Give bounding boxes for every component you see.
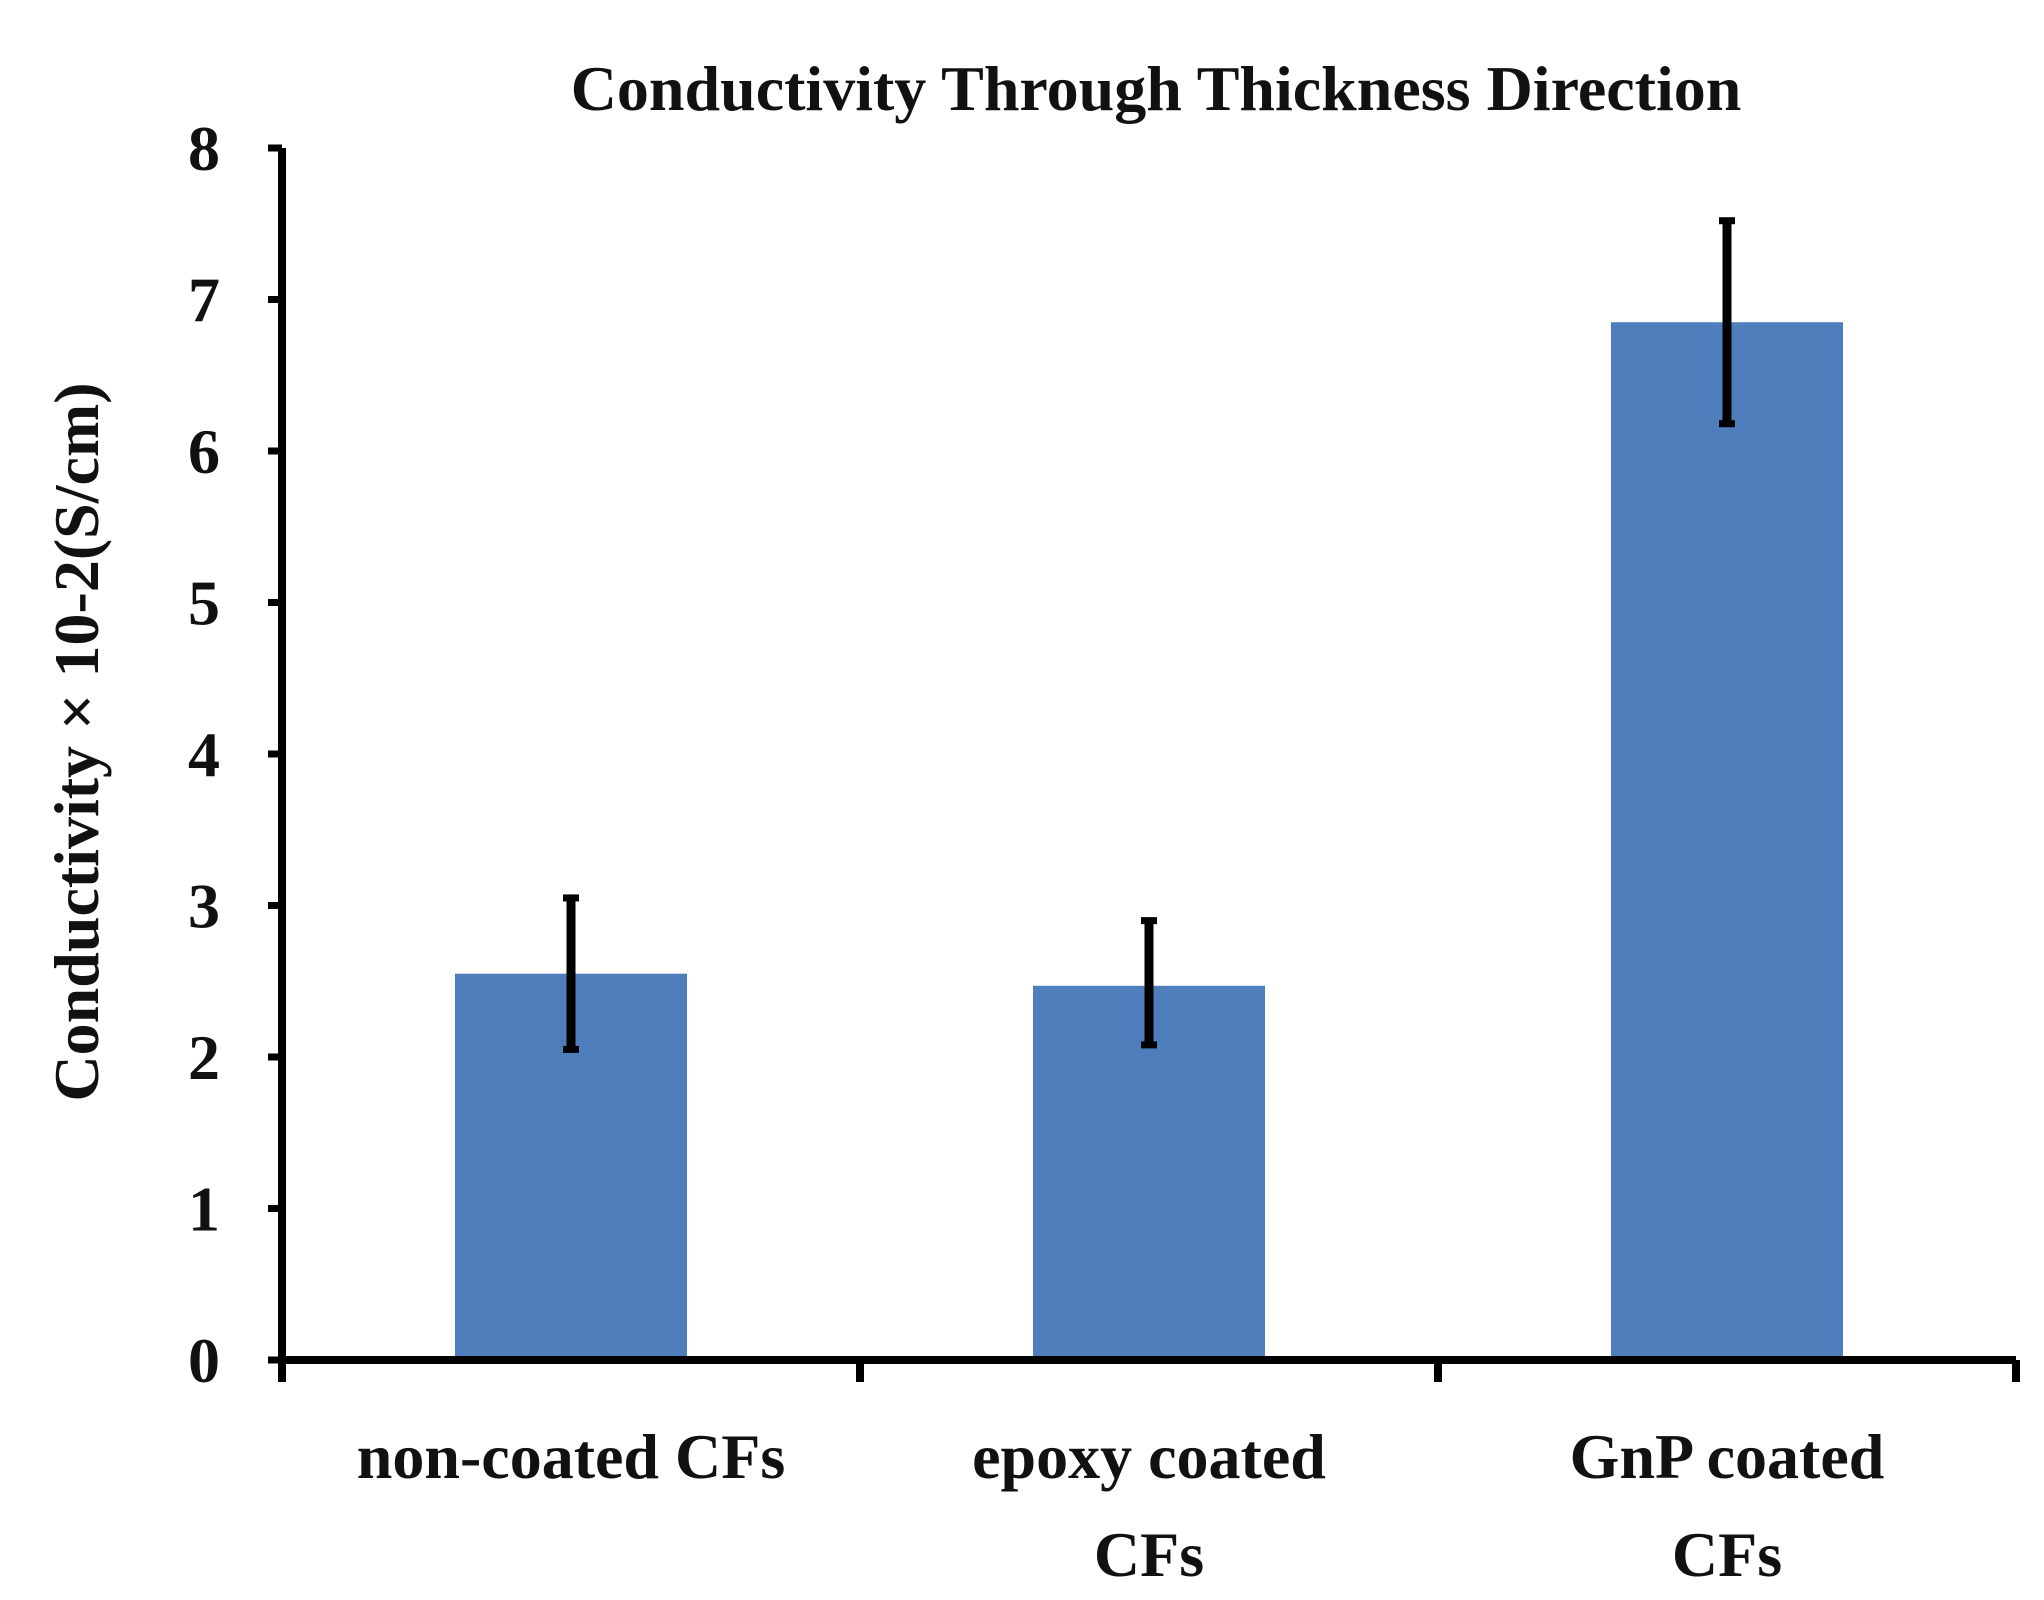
y-tick-label: 4 bbox=[188, 719, 220, 790]
y-tick-label: 1 bbox=[188, 1174, 220, 1245]
y-tick-label: 5 bbox=[188, 568, 220, 639]
x-category-label-1: non-coated CFs bbox=[357, 1421, 785, 1492]
y-tick-label: 8 bbox=[188, 113, 220, 184]
bars-layer bbox=[455, 322, 1843, 1361]
error-bar-3 bbox=[1719, 217, 1735, 428]
y-tick-label: 2 bbox=[188, 1022, 220, 1093]
y-tick-label: 6 bbox=[188, 416, 220, 487]
x-category-label-2: epoxy coated CFs bbox=[972, 1421, 1326, 1590]
y-axis-label: Conductivity × 10-2(S/cm) bbox=[41, 382, 112, 1101]
chart-title: Conductivity Through Thickness Direction bbox=[571, 53, 1742, 124]
bar-3 bbox=[1611, 322, 1843, 1361]
error-bar-1 bbox=[563, 894, 579, 1053]
x-labels-layer: non-coated CFs epoxy coated CFs GnP coated C… bbox=[357, 1421, 1885, 1590]
y-tick-label: 7 bbox=[188, 265, 220, 336]
x-category-label-3: GnP coated CFs bbox=[1570, 1421, 1885, 1590]
error-bar-2 bbox=[1141, 917, 1157, 1049]
y-ticks-layer: 0 1 2 3 4 5 6 7 8 bbox=[188, 113, 282, 1396]
error-bars-layer bbox=[563, 217, 1735, 1053]
y-tick-label: 3 bbox=[188, 871, 220, 942]
y-tick-label: 0 bbox=[188, 1325, 220, 1396]
